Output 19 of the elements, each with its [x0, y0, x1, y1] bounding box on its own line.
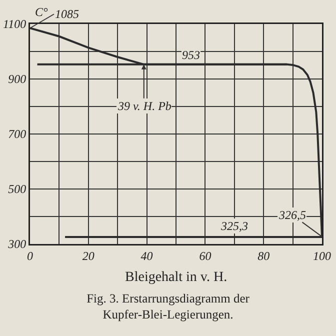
- annotation: 39 v. H. Pb: [117, 99, 172, 113]
- y-tick-label: 1100: [2, 17, 26, 32]
- annotation: 953: [182, 48, 200, 62]
- annotation: 325,3: [220, 219, 248, 233]
- x-tick-label: 80: [258, 248, 270, 263]
- y-tick-label: 300: [7, 237, 26, 252]
- y-tick-label: 700: [8, 127, 26, 142]
- y-axis-title: C°: [35, 5, 48, 19]
- annotation: 326,5: [278, 208, 306, 222]
- annotation: 1085: [55, 7, 79, 21]
- x-tick-label: 40: [140, 248, 153, 263]
- x-tick-label: 0: [27, 248, 33, 263]
- x-tick-label: 60: [199, 248, 212, 263]
- x-axis-title: Bleigehalt in v. H.: [125, 270, 228, 285]
- y-tick-label: 900: [8, 72, 26, 86]
- text: Fig. 3. Erstarrungsdiagramm der Kupfer-Blei-Legierungen.: [86, 291, 250, 322]
- y-tick-label: 500: [8, 182, 26, 196]
- x-tick-label: 20: [82, 248, 94, 263]
- x-tick-label: 100: [313, 248, 331, 263]
